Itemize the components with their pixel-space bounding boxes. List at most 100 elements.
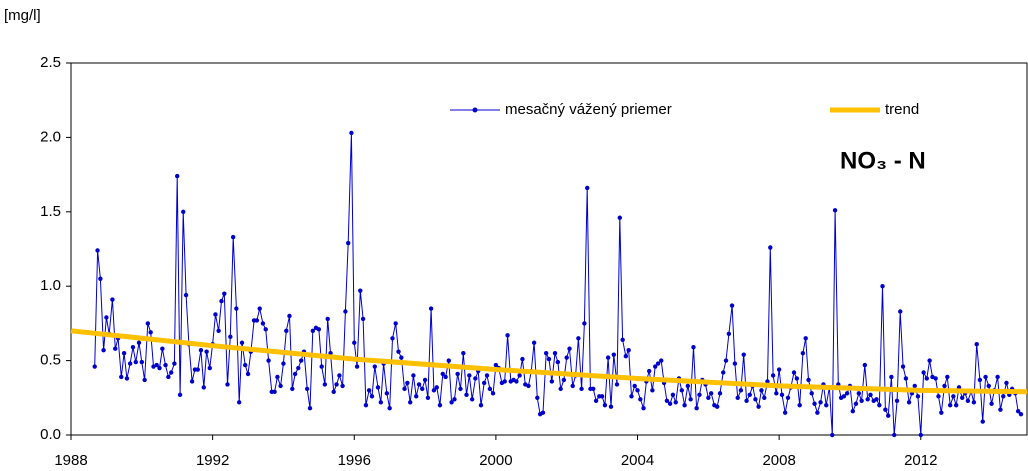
data-point <box>889 374 894 380</box>
data-point <box>721 370 726 375</box>
data-point <box>723 358 729 363</box>
x-tick-label: 1996 <box>338 452 371 469</box>
data-point <box>951 394 956 399</box>
data-point <box>195 367 200 372</box>
data-point <box>679 388 684 393</box>
data-point <box>443 374 448 380</box>
data-point <box>688 397 693 402</box>
data-point <box>593 398 599 403</box>
data-point <box>898 309 903 314</box>
data-point <box>133 359 138 365</box>
data-point <box>824 403 829 408</box>
data-point <box>399 355 404 360</box>
data-point <box>865 397 870 402</box>
data-point <box>175 173 180 179</box>
data-point <box>166 374 171 380</box>
data-point <box>803 336 808 341</box>
data-point <box>912 383 917 389</box>
data-point <box>449 400 454 405</box>
data-point <box>437 403 443 408</box>
data-point <box>591 386 596 392</box>
data-point <box>797 403 802 408</box>
data-point <box>809 391 814 396</box>
data-point <box>101 347 106 353</box>
data-point <box>420 386 425 392</box>
data-point <box>850 408 855 414</box>
data-point <box>768 245 773 250</box>
data-point <box>375 385 381 390</box>
data-point <box>655 361 661 366</box>
data-point <box>960 395 965 400</box>
data-point <box>977 377 983 383</box>
data-point <box>266 358 271 363</box>
x-tick-label: 2008 <box>762 452 795 469</box>
data-point <box>765 379 770 384</box>
data-point <box>549 379 555 384</box>
data-point <box>393 321 398 326</box>
data-point <box>998 407 1003 412</box>
data-point <box>555 359 561 365</box>
data-point <box>113 346 118 351</box>
data-point <box>830 432 835 438</box>
data-point <box>201 385 206 390</box>
data-point <box>800 350 806 356</box>
data-point <box>340 383 345 389</box>
data-point <box>682 403 687 408</box>
data-point <box>408 400 413 405</box>
data-point <box>487 386 493 392</box>
data-point <box>130 345 136 350</box>
data-point <box>782 410 788 415</box>
data-point <box>697 392 702 398</box>
series-line <box>70 328 1028 395</box>
data-point <box>818 400 823 405</box>
data-point <box>546 356 552 362</box>
data-point <box>172 361 177 366</box>
y-tick-label: 2.0 <box>40 128 61 145</box>
y-axis-label: [mg/l] <box>4 7 41 24</box>
data-point <box>95 248 100 253</box>
data-point <box>641 406 646 411</box>
data-point <box>177 392 183 398</box>
data-point <box>431 388 437 393</box>
data-point <box>623 353 629 359</box>
data-point <box>434 385 439 390</box>
data-point <box>467 373 472 378</box>
data-point <box>405 380 410 386</box>
data-point <box>343 309 348 314</box>
data-point <box>664 398 670 403</box>
data-point <box>647 368 652 374</box>
data-point <box>189 379 195 384</box>
data-point <box>886 413 891 418</box>
data-point <box>92 364 97 369</box>
data-point <box>145 321 151 326</box>
data-point <box>440 371 445 377</box>
data-point <box>331 389 336 395</box>
data-point <box>446 358 451 363</box>
data-point <box>310 328 316 334</box>
x-tick-label: 1988 <box>54 452 87 469</box>
data-point <box>219 298 224 304</box>
data-point <box>482 380 487 386</box>
data-point <box>918 432 923 438</box>
data-point <box>236 400 242 405</box>
data-point <box>284 328 289 334</box>
data-point <box>535 395 540 400</box>
legend-label: trend <box>885 101 919 118</box>
data-point <box>514 379 519 384</box>
data-point <box>785 395 791 400</box>
data-point <box>685 383 690 389</box>
data-point <box>653 364 658 369</box>
data-point <box>322 382 328 387</box>
data-point <box>759 388 764 393</box>
data-point <box>263 327 268 332</box>
data-point <box>464 392 469 398</box>
data-point <box>387 406 392 411</box>
data-point <box>493 362 499 368</box>
data-point <box>585 185 590 191</box>
data-point <box>561 377 567 383</box>
data-point <box>626 347 631 353</box>
data-point <box>360 316 366 322</box>
data-point <box>859 398 864 403</box>
data-point <box>744 398 749 403</box>
data-point <box>213 312 218 317</box>
